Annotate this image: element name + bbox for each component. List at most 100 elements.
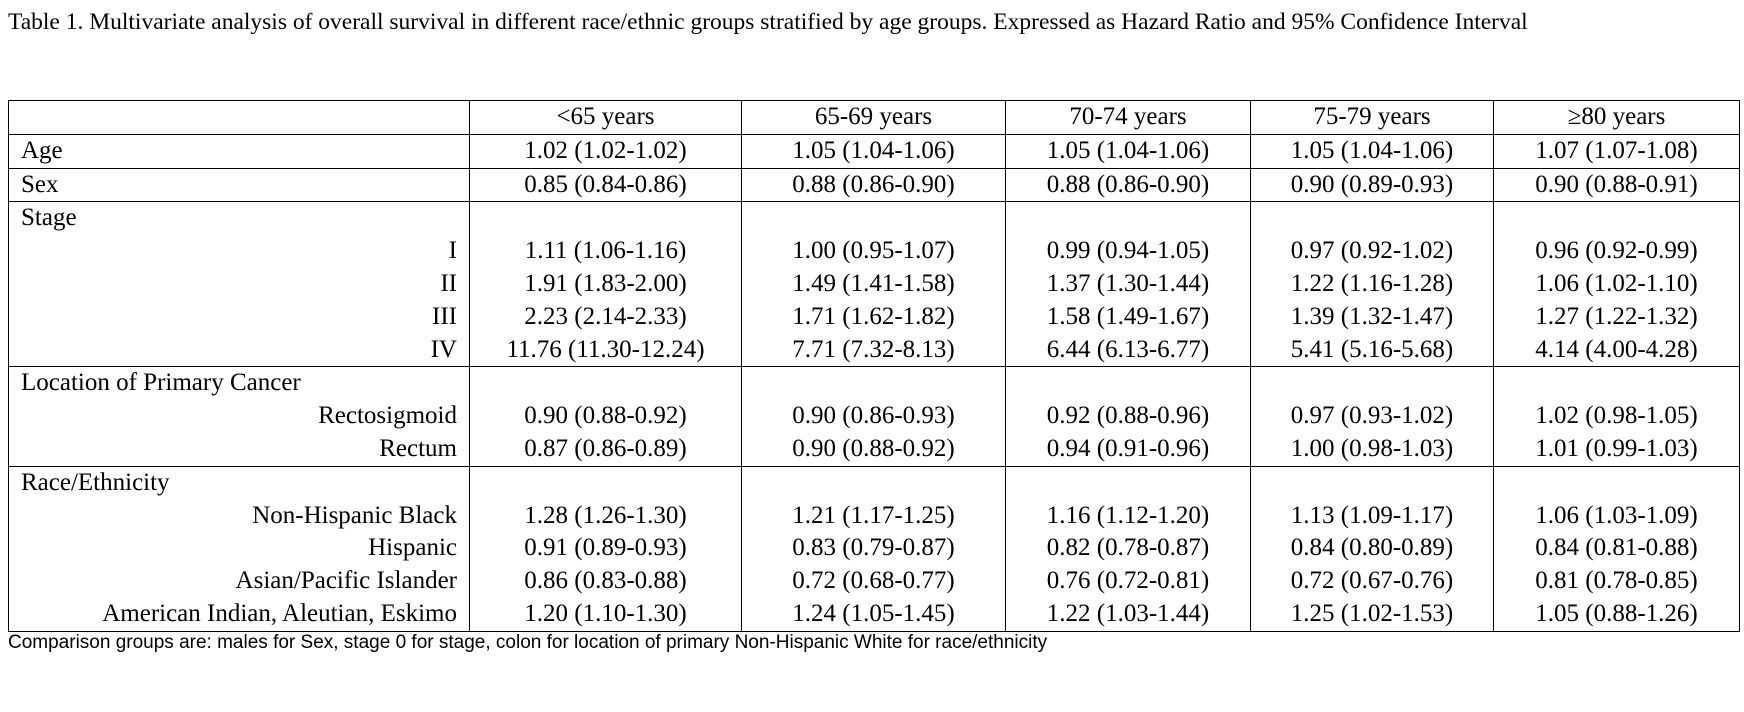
section-header: Stage	[8, 201, 470, 236]
empty-cell	[741, 366, 1006, 401]
section-header: Location of Primary Cancer	[8, 366, 470, 401]
table-row: Sex 0.85 (0.84-0.86) 0.88 (0.86-0.90) 0.88 …	[8, 168, 1740, 203]
hazard-ratio-cell: 0.76 (0.72-0.81)	[1005, 565, 1251, 598]
column-header: 65-69 years	[741, 100, 1006, 135]
table-row: Rectosigmoid 0.90 (0.88-0.92) 0.90 (0.86-0…	[8, 400, 1740, 433]
table-caption: Table 1. Multivariate analysis of overal…	[8, 9, 1528, 35]
hazard-ratio-cell: 0.91 (0.89-0.93)	[469, 532, 742, 566]
hazard-ratio-cell: 0.82 (0.78-0.87)	[1005, 532, 1251, 566]
table-footnote: Comparison groups are: males for Sex, st…	[8, 632, 1048, 653]
row-label: Rectum	[8, 432, 470, 467]
empty-cell	[1005, 366, 1251, 401]
hazard-ratio-cell: 5.41 (5.16-5.68)	[1250, 333, 1494, 368]
table-row: Asian/Pacific Islander 0.86 (0.83-0.88) 0.…	[8, 565, 1740, 598]
hazard-ratio-cell: 11.76 (11.30-12.24)	[469, 333, 742, 368]
row-label: I	[8, 235, 470, 268]
hazard-ratio-cell: 0.85 (0.84-0.86)	[469, 168, 742, 203]
hazard-ratio-cell: 4.14 (4.00-4.28)	[1493, 333, 1740, 368]
hazard-ratio-cell: 0.81 (0.78-0.85)	[1493, 565, 1740, 598]
empty-cell	[1250, 201, 1494, 236]
table-row: II 1.91 (1.83-2.00) 1.49 (1.41-1.58) 1.37 (…	[8, 267, 1740, 301]
section-header-row: Race/Ethnicity	[8, 466, 1740, 500]
hazard-ratio-cell: 1.39 (1.32-1.47)	[1250, 300, 1494, 334]
hazard-ratio-cell: 0.99 (0.94-1.05)	[1005, 235, 1251, 268]
hazard-ratio-cell: 0.97 (0.92-1.02)	[1250, 235, 1494, 268]
hazard-ratio-cell: 0.88 (0.86-0.90)	[1005, 168, 1251, 203]
table-row: I 1.11 (1.06-1.16) 1.00 (0.95-1.07) 0.99 (0…	[8, 235, 1740, 268]
header-blank-cell	[8, 100, 470, 135]
row-label: Sex	[8, 168, 470, 203]
hazard-ratio-cell: 0.92 (0.88-0.96)	[1005, 400, 1251, 433]
row-label: Hispanic	[8, 532, 470, 566]
hazard-ratio-cell: 1.22 (1.03-1.44)	[1005, 597, 1251, 632]
table-row: Non-Hispanic Black 1.28 (1.26-1.30) 1.21 (…	[8, 499, 1740, 533]
row-label: Asian/Pacific Islander	[8, 565, 470, 598]
hazard-ratio-cell: 0.90 (0.88-0.92)	[469, 400, 742, 433]
hazard-ratio-cell: 1.37 (1.30-1.44)	[1005, 267, 1251, 301]
empty-cell	[469, 466, 742, 500]
hazard-ratio-cell: 1.05 (1.04-1.06)	[1005, 134, 1251, 169]
hazard-ratio-cell: 1.06 (1.02-1.10)	[1493, 267, 1740, 301]
hazard-ratio-cell: 1.21 (1.17-1.25)	[741, 499, 1006, 533]
column-header: ≥80 years	[1493, 100, 1740, 135]
hazard-ratio-cell: 0.90 (0.86-0.93)	[741, 400, 1006, 433]
hazard-ratio-cell: 1.25 (1.02-1.53)	[1250, 597, 1494, 632]
section-header-row: Stage	[8, 201, 1740, 236]
empty-cell	[469, 201, 742, 236]
row-label: Rectosigmoid	[8, 400, 470, 433]
hazard-ratio-cell: 1.71 (1.62-1.82)	[741, 300, 1006, 334]
hazard-ratio-cell: 1.11 (1.06-1.16)	[469, 235, 742, 268]
empty-cell	[1005, 466, 1251, 500]
hazard-ratio-cell: 1.27 (1.22-1.32)	[1493, 300, 1740, 334]
column-header: 75-79 years	[1250, 100, 1494, 135]
row-label: IV	[8, 333, 470, 368]
hazard-ratio-cell: 1.16 (1.12-1.20)	[1005, 499, 1251, 533]
hazard-ratio-cell: 0.90 (0.89-0.93)	[1250, 168, 1494, 203]
hazard-ratio-cell: 0.96 (0.92-0.99)	[1493, 235, 1740, 268]
hazard-ratio-cell: 1.13 (1.09-1.17)	[1250, 499, 1494, 533]
hazard-ratio-cell: 1.06 (1.03-1.09)	[1493, 499, 1740, 533]
hazard-ratio-cell: 1.58 (1.49-1.67)	[1005, 300, 1251, 334]
hazard-ratio-cell: 1.07 (1.07-1.08)	[1493, 134, 1740, 169]
row-label: Non-Hispanic Black	[8, 499, 470, 533]
hazard-ratio-cell: 1.05 (0.88-1.26)	[1493, 597, 1740, 632]
empty-cell	[1250, 466, 1494, 500]
hazard-ratio-cell: 1.24 (1.05-1.45)	[741, 597, 1006, 632]
row-label: II	[8, 267, 470, 301]
empty-cell	[741, 466, 1006, 500]
column-header: 70-74 years	[1005, 100, 1251, 135]
empty-cell	[1250, 366, 1494, 401]
column-header-row: <65 years 65-69 years 70-74 years 75-79 yea…	[8, 100, 1740, 135]
hazard-ratio-cell: 1.49 (1.41-1.58)	[741, 267, 1006, 301]
table-row: American Indian, Aleutian, Eskimo 1.20 (1…	[8, 597, 1740, 632]
hazard-ratio-cell: 1.02 (0.98-1.05)	[1493, 400, 1740, 433]
hazard-ratio-cell: 0.90 (0.88-0.91)	[1493, 168, 1740, 203]
hazard-ratio-cell: 7.71 (7.32-8.13)	[741, 333, 1006, 368]
column-header: <65 years	[469, 100, 742, 135]
row-label: III	[8, 300, 470, 334]
empty-cell	[741, 201, 1006, 236]
hazard-ratio-cell: 1.28 (1.26-1.30)	[469, 499, 742, 533]
empty-cell	[1493, 201, 1740, 236]
row-label: American Indian, Aleutian, Eskimo	[8, 597, 470, 632]
table-row: Hispanic 0.91 (0.89-0.93) 0.83 (0.79-0.87)…	[8, 532, 1740, 566]
empty-cell	[1005, 201, 1251, 236]
hazard-ratio-cell: 1.22 (1.16-1.28)	[1250, 267, 1494, 301]
hazard-ratio-cell: 1.20 (1.10-1.30)	[469, 597, 742, 632]
hazard-ratio-cell: 0.72 (0.68-0.77)	[741, 565, 1006, 598]
hazard-ratio-cell: 1.00 (0.98-1.03)	[1250, 432, 1494, 467]
hazard-ratio-cell: 0.83 (0.79-0.87)	[741, 532, 1006, 566]
hazard-ratio-cell: 0.88 (0.86-0.90)	[741, 168, 1006, 203]
empty-cell	[1493, 466, 1740, 500]
hazard-ratio-cell: 0.84 (0.80-0.89)	[1250, 532, 1494, 566]
hazard-ratio-cell: 0.72 (0.67-0.76)	[1250, 565, 1494, 598]
table-row: IV 11.76 (11.30-12.24) 7.71 (7.32-8.13) 6.4…	[8, 333, 1740, 368]
hazard-ratio-cell: 0.97 (0.93-1.02)	[1250, 400, 1494, 433]
hazard-ratio-table: <65 years 65-69 years 70-74 years 75-79 yea…	[8, 100, 1740, 632]
hazard-ratio-cell: 1.01 (0.99-1.03)	[1493, 432, 1740, 467]
hazard-ratio-cell: 1.05 (1.04-1.06)	[741, 134, 1006, 169]
hazard-ratio-cell: 1.02 (1.02-1.02)	[469, 134, 742, 169]
hazard-ratio-cell: 6.44 (6.13-6.77)	[1005, 333, 1251, 368]
hazard-ratio-cell: 0.86 (0.83-0.88)	[469, 565, 742, 598]
hazard-ratio-cell: 0.87 (0.86-0.89)	[469, 432, 742, 467]
